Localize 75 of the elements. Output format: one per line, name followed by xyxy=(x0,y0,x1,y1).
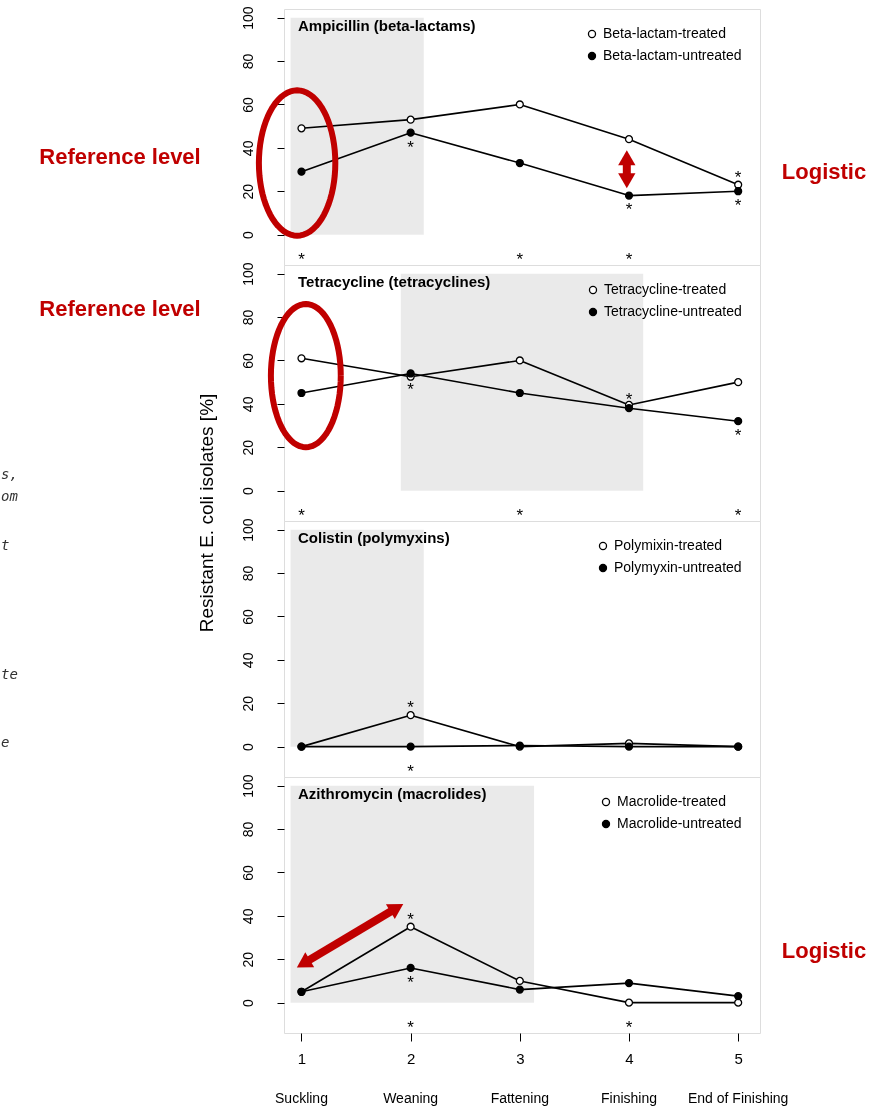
annotation: * xyxy=(734,506,742,526)
y-tick-label: 20 xyxy=(239,439,256,456)
y-tick-label: 0 xyxy=(239,743,256,752)
annotation: * xyxy=(407,909,415,929)
annotation: * xyxy=(625,1018,633,1038)
text: e xyxy=(1,734,10,750)
y-tick-label: 100 xyxy=(239,518,256,542)
y-tick-label: 40 xyxy=(239,140,256,157)
legend-label: Tetracycline-treated xyxy=(604,281,727,297)
annotation: * xyxy=(407,1018,415,1038)
y-tick-label: 20 xyxy=(239,951,256,968)
y-tick-label: 80 xyxy=(239,821,256,838)
text: t xyxy=(1,537,10,553)
annotation: * xyxy=(407,380,415,400)
annotation: * xyxy=(734,426,742,446)
legend-label: Beta-lactam-treated xyxy=(603,25,726,41)
annotation: * xyxy=(734,196,742,216)
text: End of Finishing xyxy=(687,1090,789,1106)
y-tick-label: 60 xyxy=(239,864,256,881)
text: Weaning xyxy=(383,1090,439,1106)
y-axis-title: Resistant E. coli isolates [%] xyxy=(196,393,217,633)
text: Logistic xyxy=(781,938,867,963)
text: Finishing xyxy=(600,1090,658,1106)
legend-label: Polymixin-treated xyxy=(614,537,723,553)
legend-label: Macrolide-untreated xyxy=(617,815,742,831)
text: Azithromycin (macrolides) xyxy=(298,785,487,802)
annotation: * xyxy=(625,390,633,410)
y-tick-label: 60 xyxy=(239,608,256,625)
legend-label: Macrolide-treated xyxy=(617,793,726,809)
y-tick-label: 80 xyxy=(239,309,256,326)
y-tick-label: 40 xyxy=(239,396,256,413)
annotation: * xyxy=(625,200,633,220)
text: Colistin (polymyxins) xyxy=(298,529,450,546)
annotation: * xyxy=(407,137,415,157)
annotation: * xyxy=(407,972,415,992)
text: te xyxy=(1,666,18,682)
y-tick-label: 100 xyxy=(239,774,256,798)
text: Fattening xyxy=(490,1090,549,1106)
annotation: * xyxy=(407,698,415,718)
legend-label: Polymyxin-untreated xyxy=(614,559,742,575)
y-tick-label: 80 xyxy=(239,565,256,582)
annotation: * xyxy=(298,250,306,270)
y-tick-label: 20 xyxy=(239,695,256,712)
y-tick-label: 100 xyxy=(239,6,256,30)
annotation: * xyxy=(734,167,742,187)
text: om xyxy=(1,488,19,504)
y-tick-label: 80 xyxy=(239,53,256,70)
text: Ampicillin (beta-lactams) xyxy=(298,17,476,34)
x-tick-label: 1 xyxy=(297,1049,307,1067)
y-tick-label: 40 xyxy=(239,908,256,925)
legend-label: Tetracycline-untreated xyxy=(604,303,742,319)
annotation: * xyxy=(516,506,524,526)
annotation: * xyxy=(625,250,633,270)
text: s, xyxy=(1,466,18,482)
y-tick-label: 0 xyxy=(239,231,256,240)
text: Reference level xyxy=(39,144,201,169)
annotation: * xyxy=(407,762,415,782)
y-tick-label: 20 xyxy=(239,183,256,200)
x-tick-label: 2 xyxy=(406,1049,416,1067)
text: Reference level xyxy=(39,296,201,321)
text: Suckling xyxy=(275,1090,328,1106)
x-tick-label: 4 xyxy=(625,1049,634,1067)
x-tick-label: 5 xyxy=(734,1049,743,1067)
text: Logistic xyxy=(781,159,867,184)
y-tick-label: 60 xyxy=(239,96,256,113)
y-tick-label: 40 xyxy=(239,652,256,669)
text: Tetracycline (tetracyclines) xyxy=(298,273,491,290)
y-tick-label: 60 xyxy=(239,352,256,369)
annotation: * xyxy=(516,250,524,270)
x-tick-label: 3 xyxy=(516,1049,525,1067)
y-tick-label: 0 xyxy=(239,999,256,1008)
y-tick-label: 100 xyxy=(239,262,256,286)
y-tick-label: 0 xyxy=(239,487,256,496)
annotation: * xyxy=(298,506,306,526)
legend-label: Beta-lactam-untreated xyxy=(603,47,742,63)
